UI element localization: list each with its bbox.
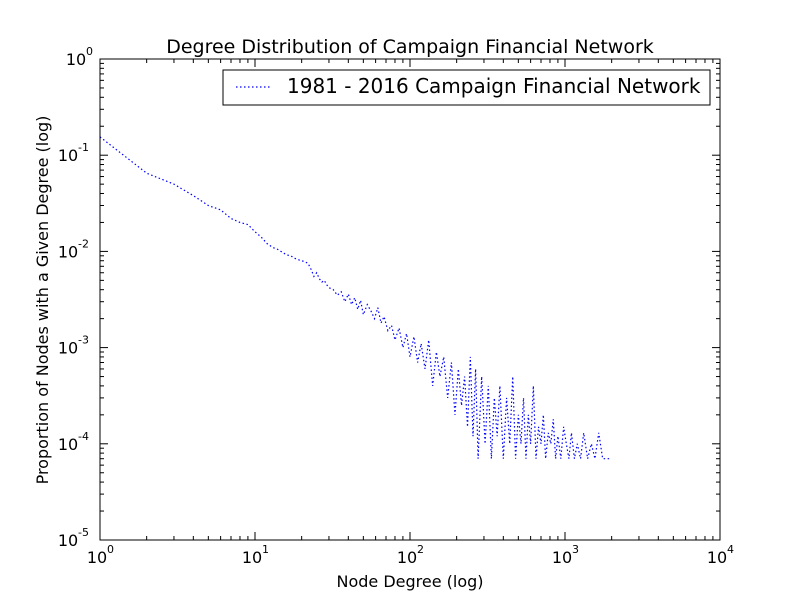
x-tick-exponent: 1 [262,543,269,556]
legend-label: 1981 - 2016 Campaign Financial Network [287,74,701,98]
x-tick-label: 10 [87,548,107,567]
x-tick-exponent: 2 [417,543,424,556]
y-tick-exponent: -1 [78,141,89,154]
x-tick-exponent: 0 [107,543,114,556]
plot-frame [99,58,721,541]
legend-box [222,69,711,106]
y-tick-label: 10 [58,531,78,550]
x-tick-exponent: 3 [572,543,579,556]
y-tick-label: 10 [58,146,78,165]
y-tick-label: 10 [58,339,78,358]
x-tick-label: 10 [242,548,262,567]
y-tick-exponent: 0 [86,45,93,58]
x-tick-label: 10 [397,548,417,567]
series-line-0 [99,136,612,460]
y-tick-exponent: -3 [78,334,89,347]
y-tick-exponent: -2 [78,237,89,250]
x-tick-label: 10 [707,548,727,567]
y-tick-label: 10 [58,435,78,454]
chart-title: Degree Distribution of Campaign Financia… [166,36,654,58]
y-tick-label: 10 [58,242,78,261]
y-tick-label: 10 [66,50,86,69]
legend: 1981 - 2016 Campaign Financial Network [222,69,711,106]
x-tick-label: 10 [552,548,572,567]
x-tick-exponent: 4 [727,543,734,556]
x-axis-title: Node Degree (log) [336,572,483,591]
y-tick-exponent: -5 [78,526,89,539]
y-tick-exponent: -4 [78,430,89,443]
series-layer [99,136,612,460]
x-axis: 10 0 10 1 10 2 10 3 10 4 [87,59,734,567]
y-axis-title: Proportion of Nodes with a Given Degree … [33,116,52,485]
